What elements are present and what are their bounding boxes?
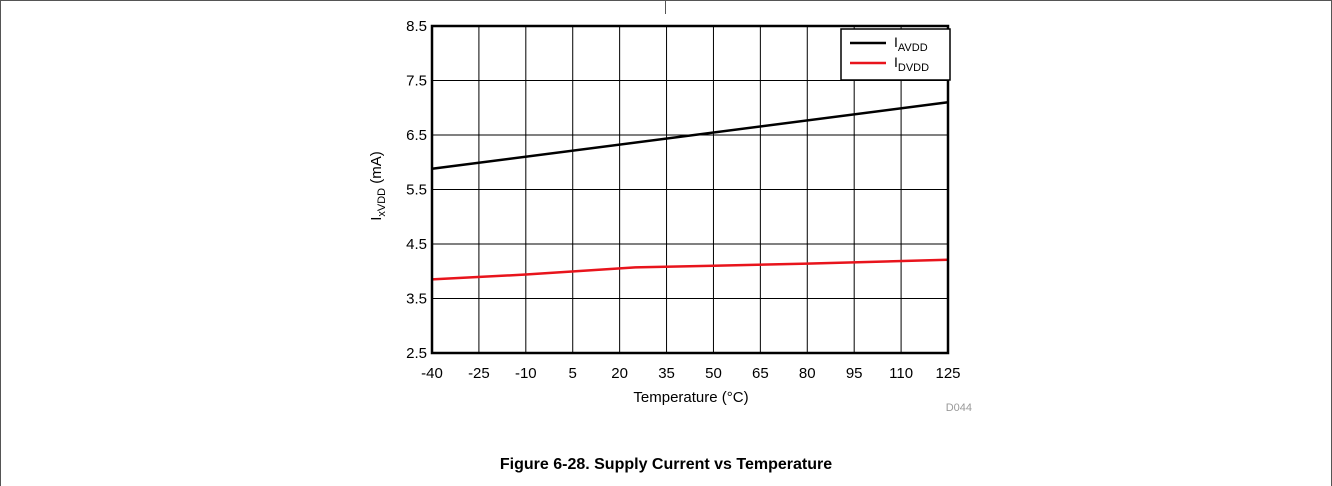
x-tick-label: 5 (569, 365, 577, 382)
x-tick-label: 125 (935, 365, 960, 382)
x-tick-label: 110 (889, 365, 913, 382)
x-tick-label: -25 (468, 365, 490, 382)
x-tick-label: -40 (421, 365, 443, 382)
y-tick-label: 8.5 (406, 18, 427, 35)
supply-current-chart: 8.5 7.5 6.5 5.5 4.5 3.5 2.5 -40 -25 -10 5 20 35 50 65… (368, 18, 972, 414)
legend-box (840, 28, 951, 81)
page-border-left (0, 0, 1, 486)
column-divider (665, 0, 666, 14)
x-tick-label: -10 (515, 365, 537, 382)
x-tick-label: 95 (846, 365, 863, 382)
x-tick-labels: -40 -25 -10 5 20 35 50 65 80 95 110 125 (421, 365, 960, 382)
legend-label-iavdd: IAVDD (894, 34, 928, 54)
y-tick-label: 7.5 (406, 73, 427, 90)
y-tick-label: 2.5 (406, 345, 427, 362)
y-axis-label: IxVDD (mA) (368, 151, 388, 221)
y-tick-labels: 8.5 7.5 6.5 5.5 4.5 3.5 2.5 (406, 18, 427, 362)
x-tick-label: 80 (799, 365, 816, 382)
x-tick-label: 20 (611, 365, 628, 382)
y-tick-label: 6.5 (406, 127, 427, 144)
page-border-top (0, 0, 1332, 1)
series-line-iavdd (431, 101, 949, 171)
chart-series (431, 101, 949, 281)
x-tick-label: 50 (705, 365, 722, 382)
x-axis-label: Temperature (°C) (633, 389, 748, 406)
figure-id: D044 (946, 402, 972, 414)
figure-caption: Figure 6-28. Supply Current vs Temperatu… (499, 456, 833, 473)
series-line-idvdd (431, 258, 949, 281)
plot-area-frame (430, 24, 950, 355)
x-tick-label: 65 (752, 365, 769, 382)
x-tick-label: 35 (658, 365, 675, 382)
y-tick-label: 4.5 (406, 236, 427, 253)
y-tick-label: 5.5 (406, 182, 427, 199)
y-tick-label: 3.5 (406, 291, 427, 308)
legend-label-idvdd: IDVDD (894, 54, 929, 74)
